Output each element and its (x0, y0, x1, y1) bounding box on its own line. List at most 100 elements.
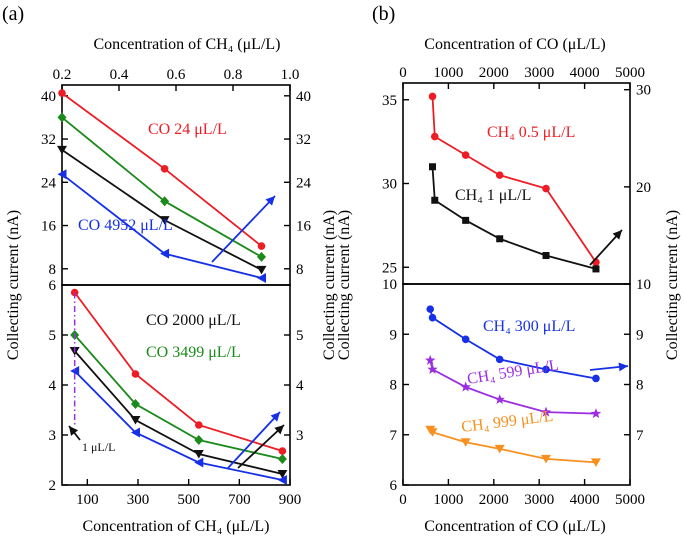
b-top-series-1-line (431, 166, 597, 270)
a-bottom-series-1-line (73, 334, 283, 460)
b-bottom-series-0-point-5 (592, 374, 600, 383)
a-bottom-series-3-point-3 (277, 475, 287, 485)
b-top-series-1-point-4 (542, 252, 550, 260)
b-bottom-series-1-point-3 (494, 394, 505, 405)
b-top-ytick-label: 35 (382, 93, 397, 109)
a-bottom-rytick-label: 5 (296, 328, 304, 344)
a-bottom-arrow-black-head (274, 425, 284, 435)
a-top-series-1-line (61, 116, 262, 258)
a-bottom-rytick-label: 3 (296, 428, 304, 444)
b-top-series-1-point-0 (429, 163, 437, 171)
b-bottom-xtick-label: 2000 (479, 492, 509, 508)
b-top-arrow-head (612, 230, 622, 240)
b-bottom-arrow-head (618, 362, 628, 372)
b-bottom-series-1-point-5 (590, 408, 602, 419)
a-top-series-3-point-2 (257, 272, 266, 283)
a-bottom-series-2-point-3 (277, 470, 288, 479)
b-bottom-series-1-point-2 (460, 381, 471, 392)
a-top-top-xtick-label: 1.0 (281, 67, 300, 83)
a-top-rytick-label: 8 (296, 262, 304, 278)
b-ylabel-right: Collecting current (nA) (664, 210, 681, 360)
b-bottom-xtick-label: 0 (399, 492, 407, 508)
b-top-series-0-point-3 (495, 171, 504, 179)
a-top-ytick-label: 16 (41, 219, 57, 235)
b-top-rytick-label: 20 (636, 180, 651, 196)
a-top-series-1-point-2 (257, 251, 266, 262)
a-top-ytick-label: 8 (49, 262, 57, 278)
chart-a-bottom: 2 3 4 5 6 3 4 5 100 300 500 700 900 (49, 278, 305, 508)
b-bottom-xtick-label: 3000 (524, 492, 554, 508)
b-top-series-1-point-5 (592, 265, 600, 273)
b-bottom-rytick-label: 9 (636, 327, 644, 343)
a-bottom-series-3-point-0 (70, 366, 80, 376)
a-top-series-0-point-2 (257, 242, 266, 250)
b-bottom-ytick-label: 7 (390, 428, 398, 444)
b-bottom-xtick-label: 5000 (615, 492, 645, 508)
a-top-ytick-label: 40 (41, 89, 56, 105)
b-bottom-series-0-point-4 (542, 365, 550, 374)
b-bottom-series-1-point-1 (427, 363, 438, 374)
b-bottom-series-2-point-2 (460, 438, 471, 447)
a-bottom-series-0-line (73, 291, 283, 452)
a-top-rytick-label: 24 (296, 175, 312, 191)
a-bottom-series-1-point-1 (130, 399, 140, 409)
a-bottom-series-2-point-2 (193, 450, 204, 459)
annot-ch4-300: CH₄ 300 μL/L (483, 318, 575, 335)
b-top-top-xtick-label: 0 (399, 65, 407, 81)
a-bottom-series-2-line (73, 350, 283, 475)
b-bottom-series-0-point-2 (461, 335, 470, 344)
a-top-top-xtick-label: 0.8 (224, 67, 243, 83)
a-bottom-arrow-blue-head (270, 412, 280, 422)
a-top-rytick-label: 16 (296, 219, 312, 235)
a-ylabel: Collecting current (nA) (5, 210, 22, 360)
a-top-series-3-point-1 (160, 248, 170, 259)
a-bottom-series-0-point-3 (278, 447, 287, 455)
a-top-rytick-label: 40 (296, 89, 311, 105)
a-bottom-series-1-point-3 (277, 454, 287, 464)
a-top-series-2-point-0 (57, 145, 67, 155)
a-top-series-2-point-1 (159, 216, 170, 225)
a-bottom-series-1-point-2 (194, 435, 204, 445)
a-bottom-arrow-blue (227, 411, 281, 469)
a-top-arrow (211, 195, 276, 263)
b-bottom-series-2-line (429, 429, 597, 464)
annot-ch4-1: CH₄ 1 μL/L (455, 187, 531, 204)
a-ylabel-right: Collecting current (nA) (321, 210, 338, 360)
b-bottom-series-0-point-3 (495, 355, 504, 364)
b-bottom-series-2-point-3 (494, 444, 505, 454)
annot-co-2000: CO 2000 μL/L (146, 312, 241, 329)
b-top-series-1-point-2 (462, 216, 470, 224)
b-top-rytick-label: 30 (636, 83, 651, 99)
chart-b-top: 25 30 35 10 20 30 0 1000 2000 3000 4000 5000 (382, 65, 651, 293)
a-top-series-2-point-2 (256, 265, 267, 275)
b-bottom-series-2-point-5 (590, 458, 601, 467)
b-bottom-series-2-point-1 (427, 428, 438, 437)
a-top-series-1-point-0 (57, 112, 67, 123)
a-bottom-annot-arrow-head (69, 426, 79, 436)
a-bottom-series-3-point-1 (130, 427, 140, 438)
a-bottom-ytick-label: 3 (49, 428, 57, 444)
b-top-series-0-point-1 (430, 132, 439, 141)
b-bottom-xtick-label: 1000 (433, 492, 463, 508)
annot-co-24: CO 24 μL/L (148, 121, 227, 138)
b-top-top-xtick-label: 3000 (524, 65, 554, 81)
a-bottom-ytick-label: 2 (49, 478, 57, 494)
b-top-ytick-label: 30 (382, 177, 397, 193)
b-top-series-0-point-2 (461, 151, 470, 159)
b-ylabel: Collecting current (nA) (336, 210, 353, 360)
a-top-xlabel: Concentration of CH₄ (μL/L) (94, 36, 281, 53)
b-top-series-0-point-4 (542, 184, 550, 193)
a-top-top-xtick-label: 0.6 (167, 67, 186, 83)
a-bottom-arrow-black (237, 424, 285, 469)
b-bottom-frame (402, 283, 631, 486)
b-bottom-series-0-point-0 (426, 305, 435, 313)
b-bottom-ytick-label: 8 (390, 378, 398, 394)
panel-label-a: (a) (2, 3, 24, 25)
a-bottom-series-0-point-1 (131, 370, 140, 378)
a-top-series-3-point-0 (57, 169, 67, 180)
b-top-series-1-point-1 (431, 196, 439, 204)
b-top-rytick-label: 10 (636, 277, 651, 293)
b-top-top-xtick-label: 1000 (433, 65, 463, 81)
b-top-xlabel: Concentration of CO (μL/L) (424, 36, 605, 53)
b-top-series-0-line (431, 96, 597, 263)
